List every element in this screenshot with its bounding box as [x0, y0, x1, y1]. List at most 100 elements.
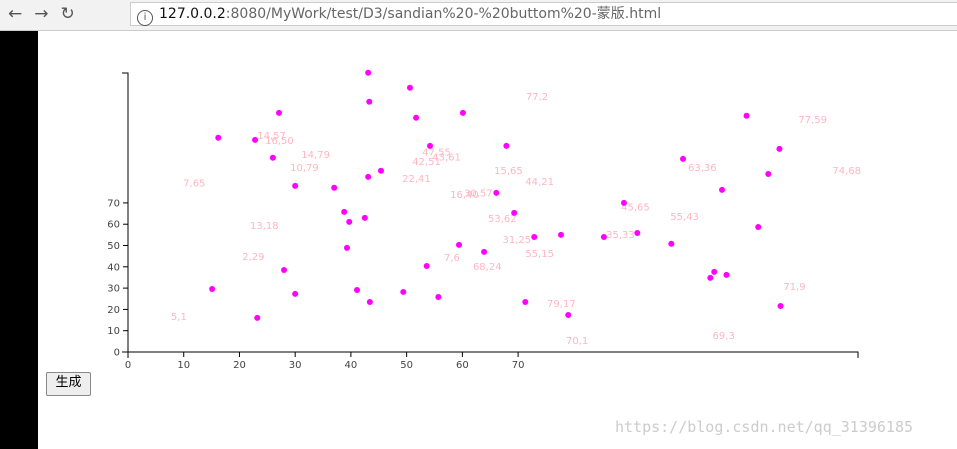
point-annotation: 31,25 [502, 235, 531, 246]
x-tick-label: 10 [177, 360, 190, 371]
point-annotation: 22,41 [402, 174, 431, 185]
scatter-point [354, 287, 361, 294]
scatter-point [503, 142, 510, 149]
scatter-point [711, 268, 718, 275]
x-axis [127, 351, 859, 358]
scatter-point [413, 114, 420, 121]
nav-buttons[interactable]: ←→↻ [8, 4, 87, 24]
scatter-point [668, 240, 675, 247]
scatter-point [777, 302, 784, 309]
scatter-point [557, 231, 564, 238]
x-tick-label: 40 [345, 360, 358, 371]
scatter-point [755, 223, 762, 230]
scatter-point [269, 154, 276, 161]
watermark: https://blog.csdn.net/qq_31396185 [615, 418, 914, 436]
point-annotation: 53,62 [488, 214, 517, 225]
scatter-point [723, 271, 730, 278]
scatter-point [600, 233, 607, 240]
point-annotation: 7,65 [183, 179, 205, 190]
y-tick-label: 10 [107, 326, 120, 337]
point-annotation: 68,24 [473, 262, 502, 273]
scatter-point [427, 142, 434, 149]
scatter-point [209, 285, 216, 292]
point-annotation: 13,18 [250, 221, 279, 232]
scatter-point [565, 311, 572, 318]
scatter-point [423, 262, 430, 269]
scatter-point [331, 184, 338, 191]
point-annotation: 10,79 [290, 163, 319, 174]
x-tick-label: 0 [125, 360, 131, 371]
point-annotation: 14,79 [301, 150, 330, 161]
scatter-point [765, 170, 772, 177]
y-tick-label: 30 [107, 284, 120, 295]
scatter-point [493, 189, 500, 196]
y-axis [122, 72, 129, 353]
scatter-point [366, 98, 373, 105]
y-tick-label: 50 [107, 241, 120, 252]
point-annotation: 15,65 [494, 166, 523, 177]
scatter-point [719, 186, 726, 193]
url-path: :8080/MyWork/test/D3/sandian%20-%20butto… [225, 6, 662, 22]
scatter-point [707, 274, 714, 281]
point-annotation: 30,57 [464, 189, 493, 200]
x-tick-label: 60 [456, 360, 469, 371]
point-annotation: 47,55 [422, 148, 451, 159]
y-tick-label: 70 [107, 198, 120, 209]
point-annotation: 55,43 [670, 212, 699, 223]
scatter-point [511, 209, 518, 216]
point-annotation: 16,50 [265, 136, 294, 147]
scatter-point [365, 173, 372, 180]
scatter-point [215, 134, 222, 141]
scatter-point [292, 290, 299, 297]
y-tick-label: 60 [107, 220, 120, 231]
scatter-point [620, 199, 627, 206]
point-annotation: 79,17 [547, 299, 576, 310]
scatter-point [346, 218, 353, 225]
point-annotation: 42,51 [412, 157, 441, 168]
point-annotation: 70,1 [566, 336, 588, 347]
scatter-point [680, 155, 687, 162]
scatter-point [531, 233, 538, 240]
x-tick-label: 70 [512, 360, 525, 371]
scatter-point [522, 298, 529, 305]
point-annotation: 2,29 [242, 252, 264, 263]
point-annotation: 71,9 [783, 282, 805, 293]
generate-button[interactable]: 生成 [46, 372, 91, 396]
site-info-icon[interactable]: i [137, 10, 153, 26]
scatter-point [366, 298, 373, 305]
x-tick-label: 20 [233, 360, 246, 371]
point-annotation: 43,61 [432, 153, 461, 164]
scatter-point [365, 69, 372, 76]
scatter-point [634, 229, 641, 236]
y-tick-label: 20 [107, 305, 120, 316]
scatter-point [459, 109, 466, 116]
point-annotation: 14,57 [257, 131, 286, 142]
point-annotation: 69,3 [713, 331, 735, 342]
scatter-point [456, 241, 463, 248]
scatter-point [276, 109, 283, 116]
x-tick-label: 30 [289, 360, 302, 371]
point-annotation: 7,6 [444, 253, 460, 264]
address-bar[interactable]: i 127.0.0.2:8080/MyWork/test/D3/sandian%2… [130, 2, 957, 26]
point-annotation: 5,1 [171, 312, 187, 323]
scatter-point [281, 267, 288, 274]
scatter-point [776, 145, 783, 152]
point-annotation: 55,15 [525, 249, 554, 260]
browser-toolbar: ←→↻ i 127.0.0.2:8080/MyWork/test/D3/sandi… [0, 0, 957, 31]
point-annotation: 77,2 [526, 92, 548, 103]
scatter-point [377, 167, 384, 174]
point-annotation: 35,33 [606, 230, 635, 241]
scatter-point [481, 248, 488, 255]
y-tick-label: 40 [107, 262, 120, 273]
scatter-point [292, 182, 299, 189]
scatter-point [254, 314, 261, 321]
point-annotation: 45,65 [621, 203, 650, 214]
y-tick-label: 0 [114, 348, 120, 359]
scatter-point [252, 136, 259, 143]
scatter-point [361, 214, 368, 221]
point-annotation: 63,36 [688, 163, 717, 174]
scatter-point [435, 294, 442, 301]
point-annotation: 44,21 [525, 177, 554, 188]
point-annotation: 16,40 [450, 190, 479, 201]
